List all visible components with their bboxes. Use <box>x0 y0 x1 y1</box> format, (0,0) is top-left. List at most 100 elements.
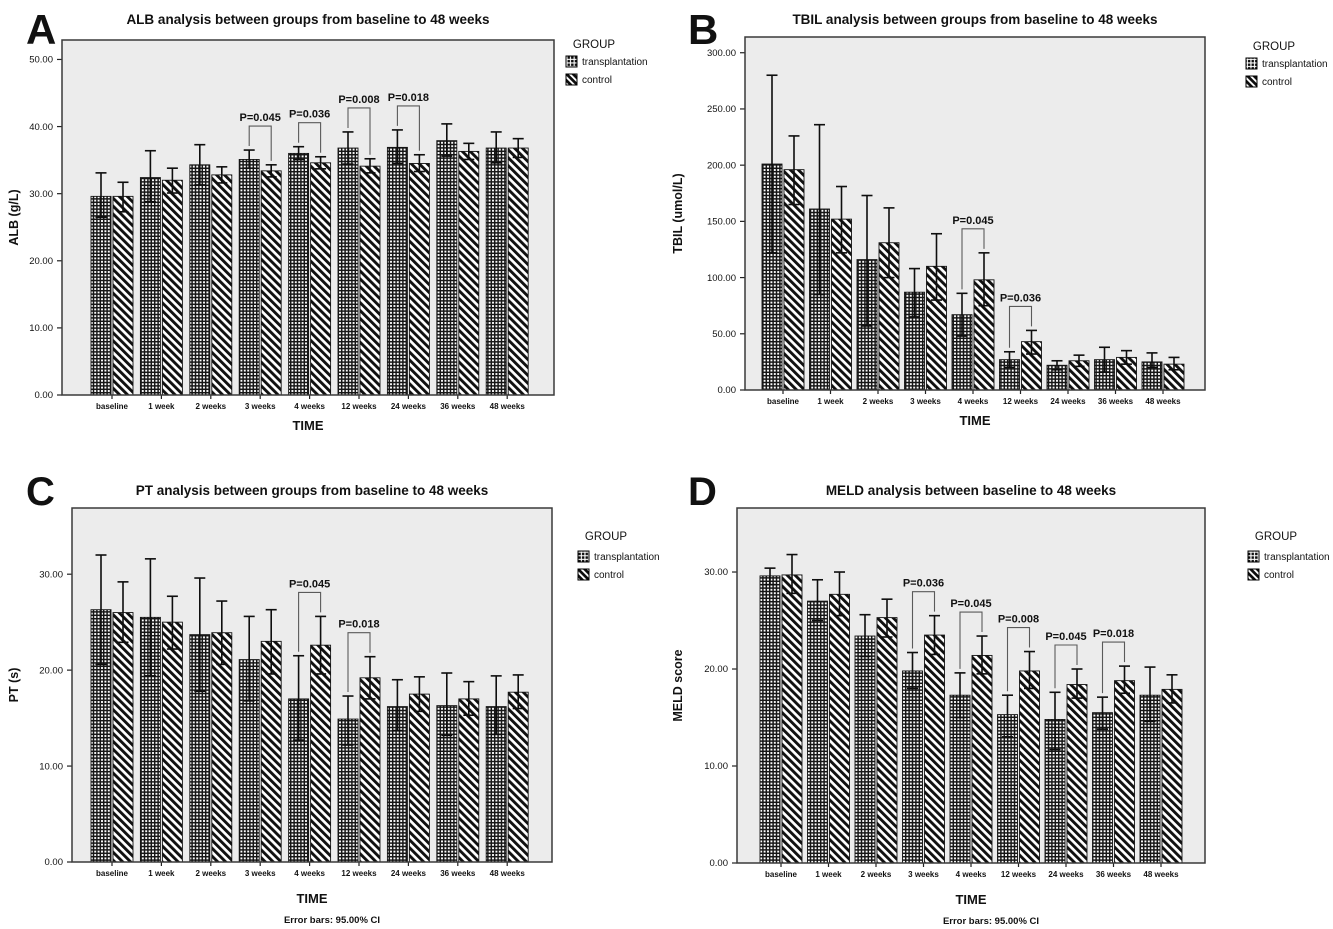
bar-control-36-weeks <box>1114 680 1135 864</box>
y-tick-label: 50.00 <box>29 55 53 66</box>
legend-swatch-control-icon <box>1247 568 1260 581</box>
bar-control-24-weeks <box>408 693 430 863</box>
legend-title: GROUP <box>1255 531 1298 543</box>
p-value-label: P=0.018 <box>388 92 429 104</box>
legend-label-control: control <box>582 75 612 86</box>
significance-bracket <box>1006 627 1031 692</box>
significance-bracket <box>396 105 420 151</box>
bar-control-baseline <box>781 574 803 864</box>
y-tick-label: 30.00 <box>39 569 63 580</box>
x-tick-label: 36 weeks <box>1098 397 1134 406</box>
bar-transplantation-baseline <box>90 195 112 396</box>
chart-B: B TBIL analysis between groups from basel… <box>671 6 1328 428</box>
y-tick-label: 200.00 <box>707 160 736 171</box>
significance-bracket <box>248 125 272 161</box>
bar-control-12-weeks <box>1019 670 1040 864</box>
error-bars-footnote: Error bars: 95.00% CI <box>943 916 1039 927</box>
legend-label-control: control <box>1262 77 1292 88</box>
significance-bracket <box>961 228 985 290</box>
p-value-label: P=0.045 <box>950 598 991 610</box>
y-tick-label: 0.00 <box>45 857 64 868</box>
x-tick-label: 24 weeks <box>391 869 427 878</box>
x-tick-label: baseline <box>765 870 798 879</box>
legend-swatch-control-icon <box>565 73 578 86</box>
bar-transplantation-2-weeks <box>854 635 876 864</box>
x-axis-label: TIME <box>292 418 323 433</box>
chart-title: ALB analysis between groups from baselin… <box>126 12 489 27</box>
x-tick-label: 24 weeks <box>391 402 427 411</box>
bar-control-36-weeks <box>458 698 480 863</box>
p-value-label: P=0.036 <box>289 109 330 121</box>
bar-control-24-weeks <box>1066 684 1088 864</box>
x-tick-label: 1 week <box>148 402 175 411</box>
y-axis-label: TBIL (umol/L) <box>671 173 685 253</box>
legend-label-transplantation: transplantation <box>582 57 648 68</box>
x-tick-label: 12 weeks <box>1001 870 1037 879</box>
bar-control-4-weeks <box>310 162 332 396</box>
y-tick-label: 30.00 <box>704 567 728 578</box>
p-value-label: P=0.045 <box>240 112 281 124</box>
x-tick-label: 3 weeks <box>908 870 939 879</box>
bar-transplantation-36-weeks <box>436 140 458 396</box>
x-axis-label: TIME <box>955 892 986 907</box>
x-tick-label: 36 weeks <box>440 869 476 878</box>
bar-control-48-weeks <box>507 691 529 863</box>
y-tick-label: 0.00 <box>718 385 737 396</box>
bar-control-3-weeks <box>924 634 945 864</box>
p-value-label: P=0.018 <box>338 619 379 631</box>
x-tick-label: 1 week <box>815 870 842 879</box>
y-tick-label: 100.00 <box>707 273 736 284</box>
y-tick-label: 10.00 <box>39 761 63 772</box>
bar-control-12-weeks <box>359 165 381 396</box>
legend-swatch-control-icon <box>1245 75 1258 88</box>
chart-title: TBIL analysis between groups from baseli… <box>792 12 1157 27</box>
p-value-label: P=0.045 <box>1045 631 1086 643</box>
y-tick-label: 20.00 <box>39 665 63 676</box>
y-tick-label: 10.00 <box>704 761 728 772</box>
legend-title: GROUP <box>573 39 616 51</box>
x-tick-label: baseline <box>96 869 129 878</box>
panel-A: A ALB analysis between groups from baseli… <box>0 0 666 464</box>
legend-swatch-control-icon <box>577 568 590 581</box>
panel-D: D MELD analysis between baseline to 48 we… <box>666 464 1333 929</box>
x-tick-label: 4 weeks <box>956 870 987 879</box>
y-tick-label: 20.00 <box>704 664 728 675</box>
x-tick-label: 4 weeks <box>294 402 325 411</box>
significance-bracket <box>347 632 371 693</box>
x-tick-label: 48 weeks <box>490 869 526 878</box>
x-tick-label: 3 weeks <box>910 397 941 406</box>
significance-bracket <box>1008 305 1033 348</box>
x-tick-label: baseline <box>96 402 129 411</box>
bar-control-baseline <box>112 195 134 396</box>
y-tick-label: 250.00 <box>707 104 736 115</box>
bar-control-2-weeks <box>211 632 233 863</box>
x-tick-label: 1 week <box>817 397 844 406</box>
bar-control-3-weeks <box>260 170 282 396</box>
p-value-label: P=0.036 <box>1000 292 1041 304</box>
legend-label-transplantation: transplantation <box>1262 59 1328 70</box>
bar-transplantation-48-weeks <box>485 147 507 396</box>
panel-B: B TBIL analysis between groups from basel… <box>666 0 1333 464</box>
p-value-label: P=0.018 <box>1093 628 1134 640</box>
panel-letter: C <box>26 470 55 514</box>
bar-transplantation-3-weeks <box>902 670 923 864</box>
x-tick-label: 12 weeks <box>341 869 377 878</box>
p-value-label: P=0.008 <box>338 94 379 106</box>
x-tick-label: 48 weeks <box>1143 870 1179 879</box>
x-tick-label: 2 weeks <box>861 870 892 879</box>
significance-bracket <box>298 591 322 652</box>
chart-C: C PT analysis between groups from baselin… <box>7 470 660 926</box>
y-tick-label: 10.00 <box>29 323 53 334</box>
panel-letter: D <box>688 470 717 514</box>
x-tick-label: 48 weeks <box>490 402 526 411</box>
x-tick-label: 4 weeks <box>958 397 989 406</box>
plot-border <box>744 36 1206 391</box>
x-tick-label: 1 week <box>148 869 175 878</box>
plot-border <box>71 507 553 863</box>
x-tick-label: 36 weeks <box>1096 870 1132 879</box>
y-tick-label: 20.00 <box>29 256 53 267</box>
bar-control-4-weeks <box>971 654 993 864</box>
plot-border <box>736 507 1206 864</box>
x-tick-label: 2 weeks <box>195 869 226 878</box>
legend-label-control: control <box>1264 570 1294 581</box>
